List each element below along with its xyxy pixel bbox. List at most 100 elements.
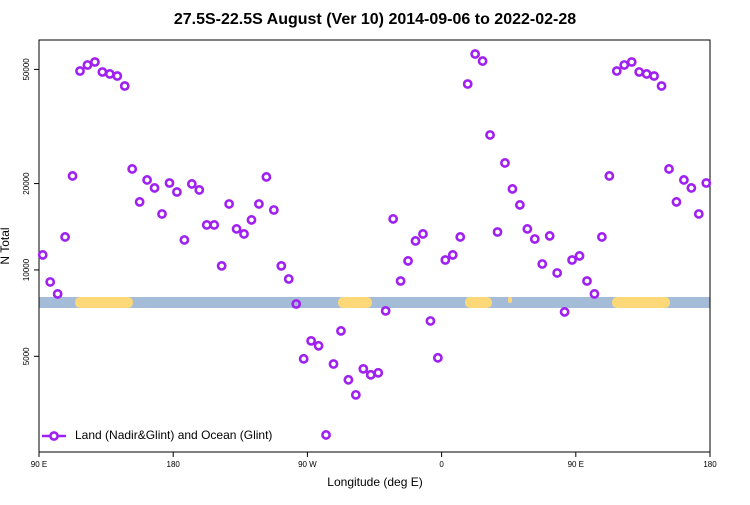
- point: [425, 316, 436, 326]
- x-tick-label: 180: [703, 460, 717, 469]
- point: [432, 352, 443, 363]
- point: [634, 67, 645, 77]
- point: [201, 220, 212, 230]
- point: [276, 260, 287, 271]
- point: [693, 209, 704, 219]
- point: [514, 200, 525, 210]
- point: [418, 229, 428, 239]
- point: [403, 256, 413, 266]
- point: [45, 277, 56, 287]
- point: [567, 255, 577, 265]
- point: [246, 215, 257, 225]
- point: [589, 289, 600, 299]
- legend-marker: [49, 431, 59, 441]
- point: [410, 236, 421, 246]
- point: [194, 185, 205, 195]
- point: [604, 171, 615, 181]
- point: [485, 130, 495, 140]
- point: [104, 69, 115, 79]
- point: [37, 250, 48, 260]
- point: [328, 359, 339, 369]
- point: [97, 67, 108, 77]
- point: [254, 199, 264, 209]
- point: [574, 251, 585, 261]
- point: [455, 232, 466, 242]
- point: [134, 197, 145, 207]
- point: [268, 205, 279, 215]
- point: [701, 178, 712, 188]
- point: [52, 289, 63, 299]
- y-tick-label: 50000: [22, 58, 31, 81]
- point: [619, 60, 630, 70]
- point: [649, 71, 659, 81]
- point: [582, 276, 592, 286]
- x-tick-label: 90 W: [298, 460, 317, 469]
- point: [500, 158, 510, 168]
- plot-frame: [38, 39, 711, 453]
- point: [552, 268, 563, 278]
- x-tick-label: 0: [439, 460, 444, 469]
- point: [380, 305, 391, 316]
- point: [492, 227, 503, 237]
- point: [239, 229, 249, 239]
- point: [529, 234, 540, 244]
- point: [544, 231, 555, 241]
- point: [522, 224, 533, 234]
- point: [82, 60, 93, 70]
- point: [388, 214, 399, 224]
- point: [611, 66, 622, 76]
- y-axis-label: N Total: [0, 227, 12, 264]
- point: [477, 56, 488, 66]
- point: [60, 232, 70, 242]
- y-tick-label: 10000: [22, 258, 31, 281]
- point: [157, 209, 167, 219]
- point: [358, 363, 369, 374]
- point: [149, 183, 160, 193]
- point: [343, 374, 354, 385]
- x-axis-label: Longitude (deg E): [327, 475, 422, 489]
- point: [186, 179, 197, 189]
- point: [283, 274, 294, 284]
- y-tick-label: 5000: [22, 347, 31, 365]
- point: [447, 250, 458, 260]
- point: [626, 57, 637, 67]
- point: [306, 335, 317, 346]
- point: [142, 175, 153, 185]
- point: [90, 57, 100, 67]
- point: [373, 367, 384, 378]
- point: [395, 276, 406, 286]
- point: [164, 178, 175, 188]
- point: [75, 66, 85, 76]
- point: [671, 197, 682, 207]
- point: [298, 353, 309, 364]
- point: [313, 340, 324, 351]
- point: [261, 172, 272, 182]
- point: [641, 69, 652, 79]
- point: [224, 199, 235, 209]
- point: [350, 389, 361, 400]
- point: [462, 79, 473, 89]
- point: [440, 255, 451, 265]
- point: [679, 175, 689, 185]
- point: [664, 164, 674, 174]
- point: [321, 430, 331, 440]
- point: [507, 184, 518, 194]
- point: [686, 183, 697, 193]
- land-ocean-strip: [39, 297, 710, 308]
- point: [172, 187, 182, 197]
- point: [365, 369, 376, 380]
- point: [127, 164, 138, 174]
- point: [216, 260, 227, 271]
- legend-label: Land (Nadir&Glint) and Ocean (Glint): [75, 428, 272, 442]
- point: [179, 235, 190, 245]
- point: [231, 224, 242, 234]
- x-tick-label: 90 E: [31, 460, 47, 469]
- x-tick-label: 180: [167, 460, 181, 469]
- point: [336, 326, 346, 336]
- point: [470, 49, 481, 59]
- point: [67, 171, 78, 181]
- point: [209, 220, 220, 230]
- point: [112, 71, 123, 81]
- y-tick-label: 20000: [22, 172, 31, 195]
